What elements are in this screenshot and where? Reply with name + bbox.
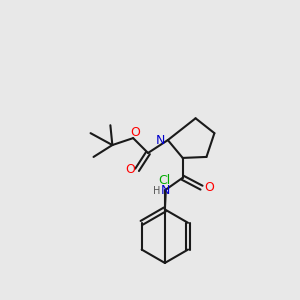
- Text: O: O: [130, 126, 140, 139]
- Text: O: O: [205, 181, 214, 194]
- Text: N: N: [161, 184, 170, 197]
- Text: O: O: [125, 163, 135, 176]
- Text: Cl: Cl: [159, 174, 171, 187]
- Text: N: N: [156, 134, 166, 147]
- Text: H: H: [153, 186, 161, 196]
